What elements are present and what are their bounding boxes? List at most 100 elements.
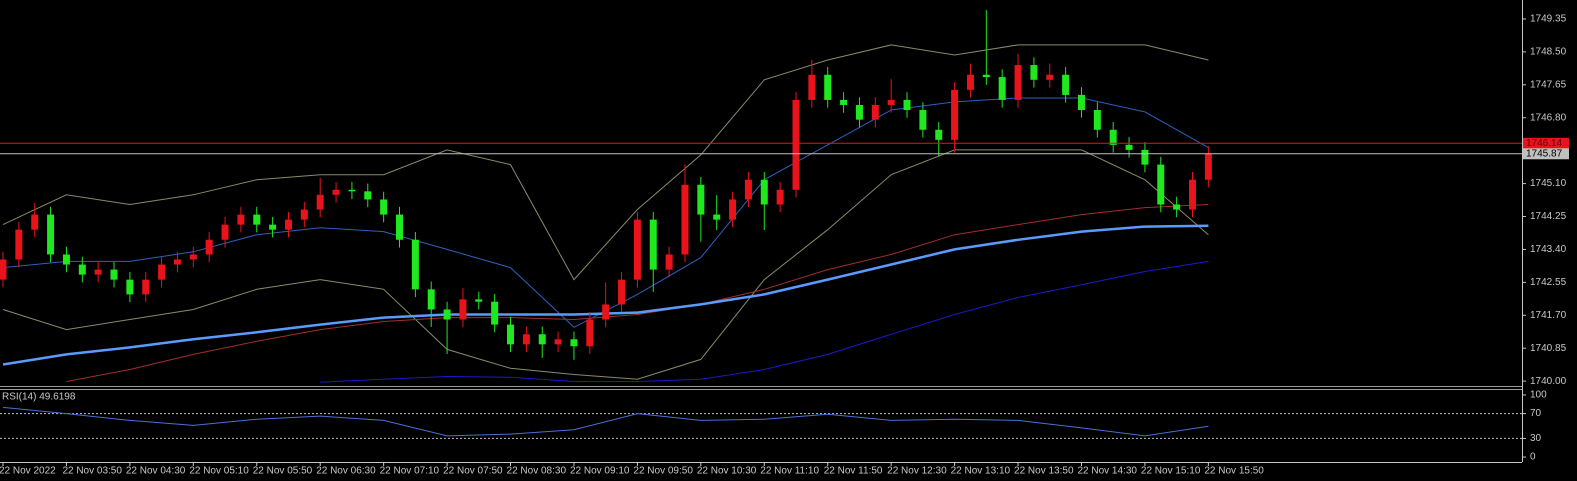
candle-body [47,214,55,255]
candle-body [681,184,689,255]
candle-body [1204,153,1212,180]
candle-body [1093,110,1101,130]
candle-body [348,189,356,192]
x-tick-label: 22 Nov 09:50 [633,466,693,477]
price-label-box [1523,137,1569,149]
x-tick-label: 22 Nov 11:10 [760,466,819,477]
candle-body [94,269,102,275]
candle-body [1077,94,1085,110]
candle-body [1046,74,1054,80]
candle-body [1189,179,1196,210]
price-label-box [1523,148,1569,160]
candle-body [633,219,641,280]
candle-body [0,259,7,280]
candle-body [15,229,23,260]
y-tick-label: 1741.70 [1530,310,1567,321]
candle-body [776,189,784,205]
y-tick-label: 1745.10 [1530,178,1567,189]
x-tick-label: 22 Nov 05:10 [189,466,249,477]
rsi-line [2,406,1209,437]
x-tick-label: 22 Nov 11:50 [824,466,883,477]
candle-body [586,319,594,347]
y-tick-label: 1743.40 [1530,244,1567,255]
x-tick-label: 22 Nov 15:50 [1204,466,1264,477]
candle-body [697,184,705,215]
candle-body [380,199,388,215]
candle-body [284,219,292,230]
x-tick-label: 22 Nov 2022 [0,466,56,477]
candle-body [396,214,403,240]
candle-body [491,301,499,325]
x-tick-label: 22 Nov 09:10 [570,466,630,477]
candle-body [951,89,959,140]
candle-body [792,99,800,190]
candle-body [824,74,832,100]
candle-body [189,254,197,260]
candle-body [649,219,657,270]
candle-body [1125,144,1133,150]
candle-body [475,299,483,302]
candle-body [1030,65,1038,80]
x-tick-label: 22 Nov 07:50 [443,466,503,477]
candle-body [205,239,213,255]
x-tick-label: 22 Nov 13:10 [951,466,1011,477]
candle-body [364,191,372,200]
x-tick-label: 22 Nov 04:30 [126,466,186,477]
rsi-y-tick-label: 0 [1530,452,1536,463]
x-tick-label: 22 Nov 13:50 [1014,466,1074,477]
candle-body [142,279,150,295]
candle-body [237,214,245,225]
indicator-line [2,149,1209,380]
candle-body [411,239,419,290]
x-tick-label: 22 Nov 07:10 [380,466,440,477]
candle-body [871,104,879,120]
candle-body [1109,129,1117,145]
candle-body [316,194,324,210]
candle-body [1173,204,1181,210]
candle-body [300,209,308,220]
candle-body [966,74,974,90]
candle-body [158,264,166,280]
candle-body [1062,74,1070,95]
candle-body [570,339,578,347]
y-tick-label: 1744.25 [1530,211,1567,222]
candle-body [1157,164,1165,205]
price-label: 1746.14 [1526,138,1563,149]
x-tick-label: 22 Nov 12:30 [887,466,947,477]
x-tick-label: 22 Nov 05:50 [253,466,313,477]
candle-body [887,99,895,105]
indicator-line [66,204,1209,382]
y-tick-label: 1749.35 [1530,14,1567,25]
y-tick-label: 1740.00 [1530,376,1567,387]
candle-body [332,189,340,195]
candle-body [459,299,467,320]
candle-body [522,334,530,345]
candle-body [78,264,86,275]
y-tick-label: 1740.85 [1530,343,1567,354]
candle-body [31,214,39,230]
candle-body [126,279,134,295]
indicator-line [320,260,1209,383]
rsi-y-tick-label: 70 [1530,408,1542,419]
candle-body [744,179,752,200]
candle-body [665,254,673,270]
x-tick-label: 22 Nov 10:30 [697,466,757,477]
candle-body [602,304,610,320]
y-tick-label: 1748.50 [1530,47,1567,58]
x-tick-label: 22 Nov 03:50 [62,466,122,477]
candle-body [935,129,943,140]
candle-body [554,339,562,345]
candle-body [173,259,181,265]
candle-body [808,74,816,100]
rsi-title: RSI(14) 49.6198 [2,392,76,403]
y-tick-label: 1746.80 [1530,112,1567,123]
indicator-line [2,44,1209,281]
candle-body [760,179,768,205]
candle-body [713,214,721,220]
y-tick-label: 1747.65 [1530,79,1567,90]
candle-body [903,99,911,110]
rsi-y-tick-label: 100 [1530,390,1547,401]
candle-body [538,334,546,345]
